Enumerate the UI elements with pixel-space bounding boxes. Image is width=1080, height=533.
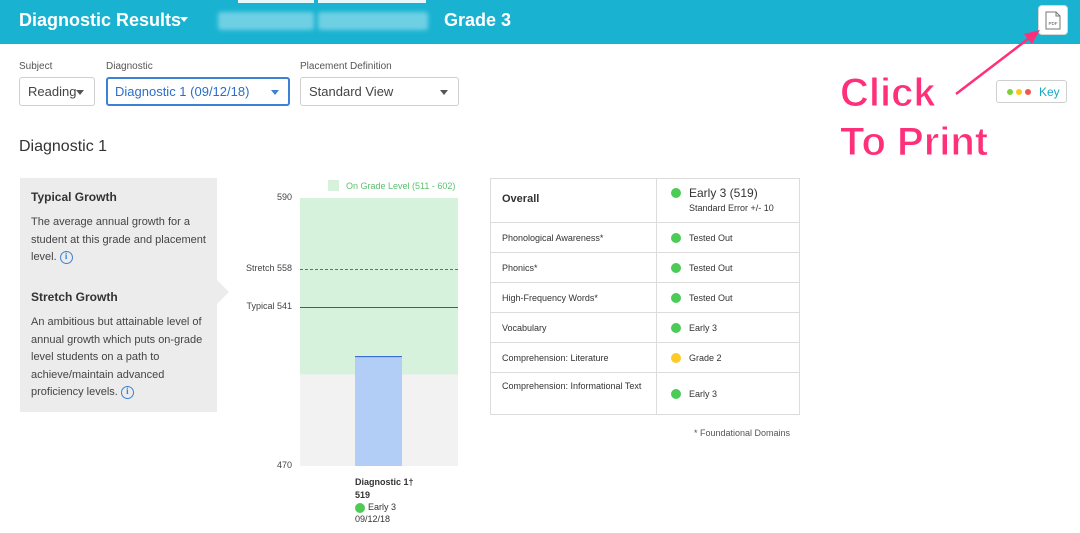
status-dot-icon [671, 263, 681, 273]
typical-growth-text: The average annual growth for a student … [31, 214, 211, 267]
legend-label: On Grade Level (511 - 602) [346, 181, 456, 191]
subject-value: Reading [28, 84, 77, 99]
column-divider [656, 179, 657, 222]
pdf-icon-label: PDF [1049, 21, 1058, 26]
subject-select[interactable]: Reading [19, 77, 95, 106]
table-row: Phonics* Tested Out [491, 252, 799, 282]
domain-value: Early 3 [689, 388, 718, 399]
subject-label: Subject [19, 61, 53, 72]
status-dot-icon [671, 353, 681, 363]
overall-value: Early 3 (519) [689, 186, 758, 200]
annotation-click-text: Click [840, 71, 937, 116]
tab-indicator [318, 0, 426, 3]
column-divider [656, 283, 657, 312]
table-row: Comprehension: Informational Text Early 3 [491, 372, 799, 414]
column-divider [656, 253, 657, 282]
domain-label: High-Frequency Words* [502, 293, 598, 303]
y-axis-bottom-label: 470 [276, 460, 292, 470]
domain-label: Phonological Awareness* [502, 233, 604, 243]
red-dot-icon [1025, 89, 1031, 95]
table-row-overall: Overall Early 3 (519) Standard Error +/-… [491, 179, 799, 222]
stretch-growth-text: An ambitious but attainable level of ann… [31, 314, 211, 402]
growth-info-panel: Typical Growth The average annual growth… [20, 178, 217, 412]
placement-select[interactable]: Standard View [300, 77, 459, 106]
score-bar [355, 356, 402, 466]
diagnostic-value: Diagnostic 1 (09/12/18) [115, 84, 250, 99]
table-row: Phonological Awareness* Tested Out [491, 222, 799, 252]
info-icon[interactable]: i [120, 385, 134, 399]
typical-growth-heading: Typical Growth [31, 190, 117, 204]
tab-indicator [238, 0, 314, 3]
bar-category-label: Diagnostic 1† [355, 477, 414, 487]
domain-label: Comprehension: Informational Text [502, 381, 642, 391]
footnote: * Foundational Domains [694, 428, 791, 438]
column-divider [656, 313, 657, 342]
redacted-student-name [318, 12, 428, 30]
typical-line-label: Typical 541 [246, 301, 292, 312]
status-dot-icon [671, 293, 681, 303]
overall-standard-error: Standard Error +/- 10 [689, 203, 774, 213]
diagnostic-label: Diagnostic [106, 61, 153, 72]
bar-placement: Early 3 [355, 502, 396, 513]
status-dot-icon [355, 502, 365, 513]
annotation-arrow-icon [955, 30, 1040, 95]
diagnostic-select[interactable]: Diagnostic 1 (09/12/18) [106, 77, 290, 106]
status-dot-icon [671, 323, 681, 333]
bar-placement-label: Early 3 [368, 502, 397, 512]
table-row: Comprehension: Literature Grade 2 [491, 342, 799, 372]
domain-label: Vocabulary [502, 323, 547, 333]
domain-value: Tested Out [689, 262, 733, 273]
table-row: Vocabulary Early 3 [491, 312, 799, 342]
key-label: Key [1039, 85, 1060, 99]
domain-value: Early 3 [689, 322, 718, 333]
column-divider [656, 343, 657, 372]
chevron-down-icon [76, 90, 84, 95]
placement-label: Placement Definition [300, 61, 392, 72]
info-panel-pointer [217, 280, 229, 304]
legend-swatch [328, 180, 339, 191]
domain-label: Comprehension: Literature [502, 353, 609, 363]
placement-value: Standard View [309, 84, 394, 99]
redacted-student-name [218, 12, 314, 30]
app-header: Diagnostic Results Grade 3 PDF [0, 0, 1080, 44]
growth-chart [300, 180, 458, 466]
chevron-down-icon [271, 90, 279, 95]
results-table: Overall Early 3 (519) Standard Error +/-… [490, 178, 800, 415]
status-dot-icon [671, 233, 681, 243]
bar-score-label: 519 [355, 490, 371, 500]
section-title: Diagnostic 1 [19, 138, 108, 155]
grade-label: Grade 3 [444, 10, 512, 30]
annotation-print-text: To Print [839, 120, 989, 165]
key-button[interactable]: Key [996, 80, 1067, 103]
status-dot-icon [671, 188, 681, 198]
y-axis-top-label: 590 [276, 192, 292, 202]
domain-value: Tested Out [689, 292, 733, 303]
column-divider [656, 223, 657, 252]
column-divider [656, 373, 657, 414]
typical-growth-description: The average annual growth for a student … [31, 216, 206, 263]
domain-value: Tested Out [689, 232, 733, 243]
domain-value: Grade 2 [689, 352, 722, 363]
domain-label: Phonics* [502, 263, 538, 273]
print-pdf-button[interactable]: PDF [1038, 5, 1068, 35]
green-dot-icon [1007, 89, 1013, 95]
pdf-icon: PDF [1045, 11, 1061, 29]
bar-date-label: 09/12/18 [355, 514, 391, 524]
stretch-line-label: Stretch 558 [245, 263, 292, 274]
on-grade-band [300, 198, 458, 375]
yellow-dot-icon [1016, 89, 1022, 95]
chevron-down-icon [440, 90, 448, 95]
status-dot-icon [671, 389, 681, 399]
stretch-growth-description: An ambitious but attainable level of ann… [31, 316, 203, 398]
chevron-down-icon[interactable] [180, 17, 188, 22]
info-icon[interactable]: i [59, 250, 73, 264]
stretch-growth-heading: Stretch Growth [31, 290, 118, 304]
table-row: High-Frequency Words* Tested Out [491, 282, 799, 312]
overall-label: Overall [502, 193, 540, 205]
page-title-dropdown[interactable]: Diagnostic Results [19, 10, 182, 30]
